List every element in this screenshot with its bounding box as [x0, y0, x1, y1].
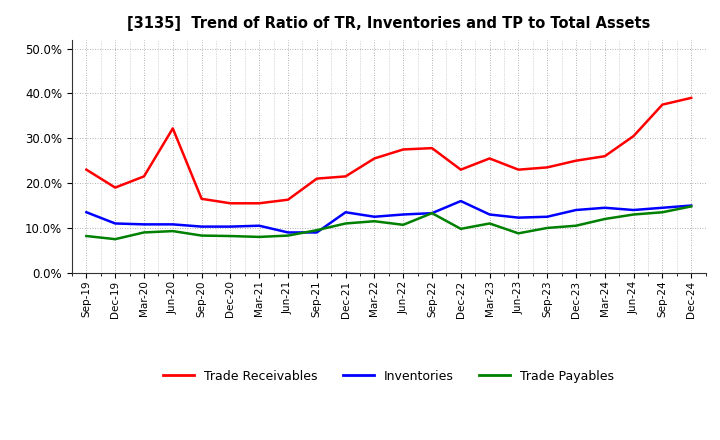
Trade Receivables: [312, 176, 321, 181]
Trade Payables: [168, 228, 177, 234]
Trade Receivables: [485, 156, 494, 161]
Trade Receivables: [629, 133, 638, 139]
Trade Payables: [687, 204, 696, 209]
Trade Payables: [226, 233, 235, 238]
Trade Receivables: [399, 147, 408, 152]
Trade Receivables: [572, 158, 580, 163]
Inventories: [456, 198, 465, 204]
Trade Payables: [428, 210, 436, 216]
Trade Receivables: [370, 156, 379, 161]
Trade Payables: [629, 212, 638, 217]
Trade Payables: [572, 223, 580, 228]
Inventories: [197, 224, 206, 229]
Inventories: [226, 224, 235, 229]
Title: [3135]  Trend of Ratio of TR, Inventories and TP to Total Assets: [3135] Trend of Ratio of TR, Inventories…: [127, 16, 650, 32]
Trade Payables: [485, 221, 494, 226]
Trade Payables: [514, 231, 523, 236]
Inventories: [312, 230, 321, 235]
Inventories: [82, 209, 91, 215]
Inventories: [600, 205, 609, 210]
Inventories: [658, 205, 667, 210]
Trade Receivables: [168, 126, 177, 131]
Line: Trade Payables: Trade Payables: [86, 206, 691, 239]
Inventories: [687, 203, 696, 208]
Inventories: [140, 222, 148, 227]
Trade Receivables: [456, 167, 465, 172]
Trade Payables: [312, 227, 321, 233]
Trade Payables: [456, 226, 465, 231]
Trade Payables: [341, 221, 350, 226]
Trade Receivables: [255, 201, 264, 206]
Inventories: [543, 214, 552, 220]
Trade Receivables: [82, 167, 91, 172]
Inventories: [514, 215, 523, 220]
Inventories: [428, 210, 436, 216]
Trade Payables: [543, 225, 552, 231]
Trade Payables: [255, 234, 264, 239]
Trade Payables: [370, 219, 379, 224]
Inventories: [399, 212, 408, 217]
Inventories: [341, 209, 350, 215]
Trade Receivables: [284, 197, 292, 202]
Trade Receivables: [226, 201, 235, 206]
Trade Receivables: [687, 95, 696, 101]
Inventories: [370, 214, 379, 220]
Trade Payables: [111, 237, 120, 242]
Trade Receivables: [140, 174, 148, 179]
Trade Payables: [197, 233, 206, 238]
Line: Inventories: Inventories: [86, 201, 691, 232]
Inventories: [111, 221, 120, 226]
Inventories: [284, 230, 292, 235]
Legend: Trade Receivables, Inventories, Trade Payables: Trade Receivables, Inventories, Trade Pa…: [158, 365, 619, 388]
Trade Receivables: [111, 185, 120, 190]
Inventories: [255, 223, 264, 228]
Trade Receivables: [600, 154, 609, 159]
Trade Receivables: [658, 102, 667, 107]
Trade Payables: [140, 230, 148, 235]
Inventories: [629, 207, 638, 213]
Trade Payables: [284, 233, 292, 238]
Line: Trade Receivables: Trade Receivables: [86, 98, 691, 203]
Trade Payables: [658, 209, 667, 215]
Trade Payables: [600, 216, 609, 222]
Inventories: [485, 212, 494, 217]
Inventories: [168, 222, 177, 227]
Trade Receivables: [514, 167, 523, 172]
Trade Receivables: [428, 146, 436, 151]
Trade Receivables: [543, 165, 552, 170]
Trade Receivables: [197, 196, 206, 202]
Trade Receivables: [341, 174, 350, 179]
Inventories: [572, 207, 580, 213]
Trade Payables: [82, 233, 91, 238]
Trade Payables: [399, 222, 408, 227]
